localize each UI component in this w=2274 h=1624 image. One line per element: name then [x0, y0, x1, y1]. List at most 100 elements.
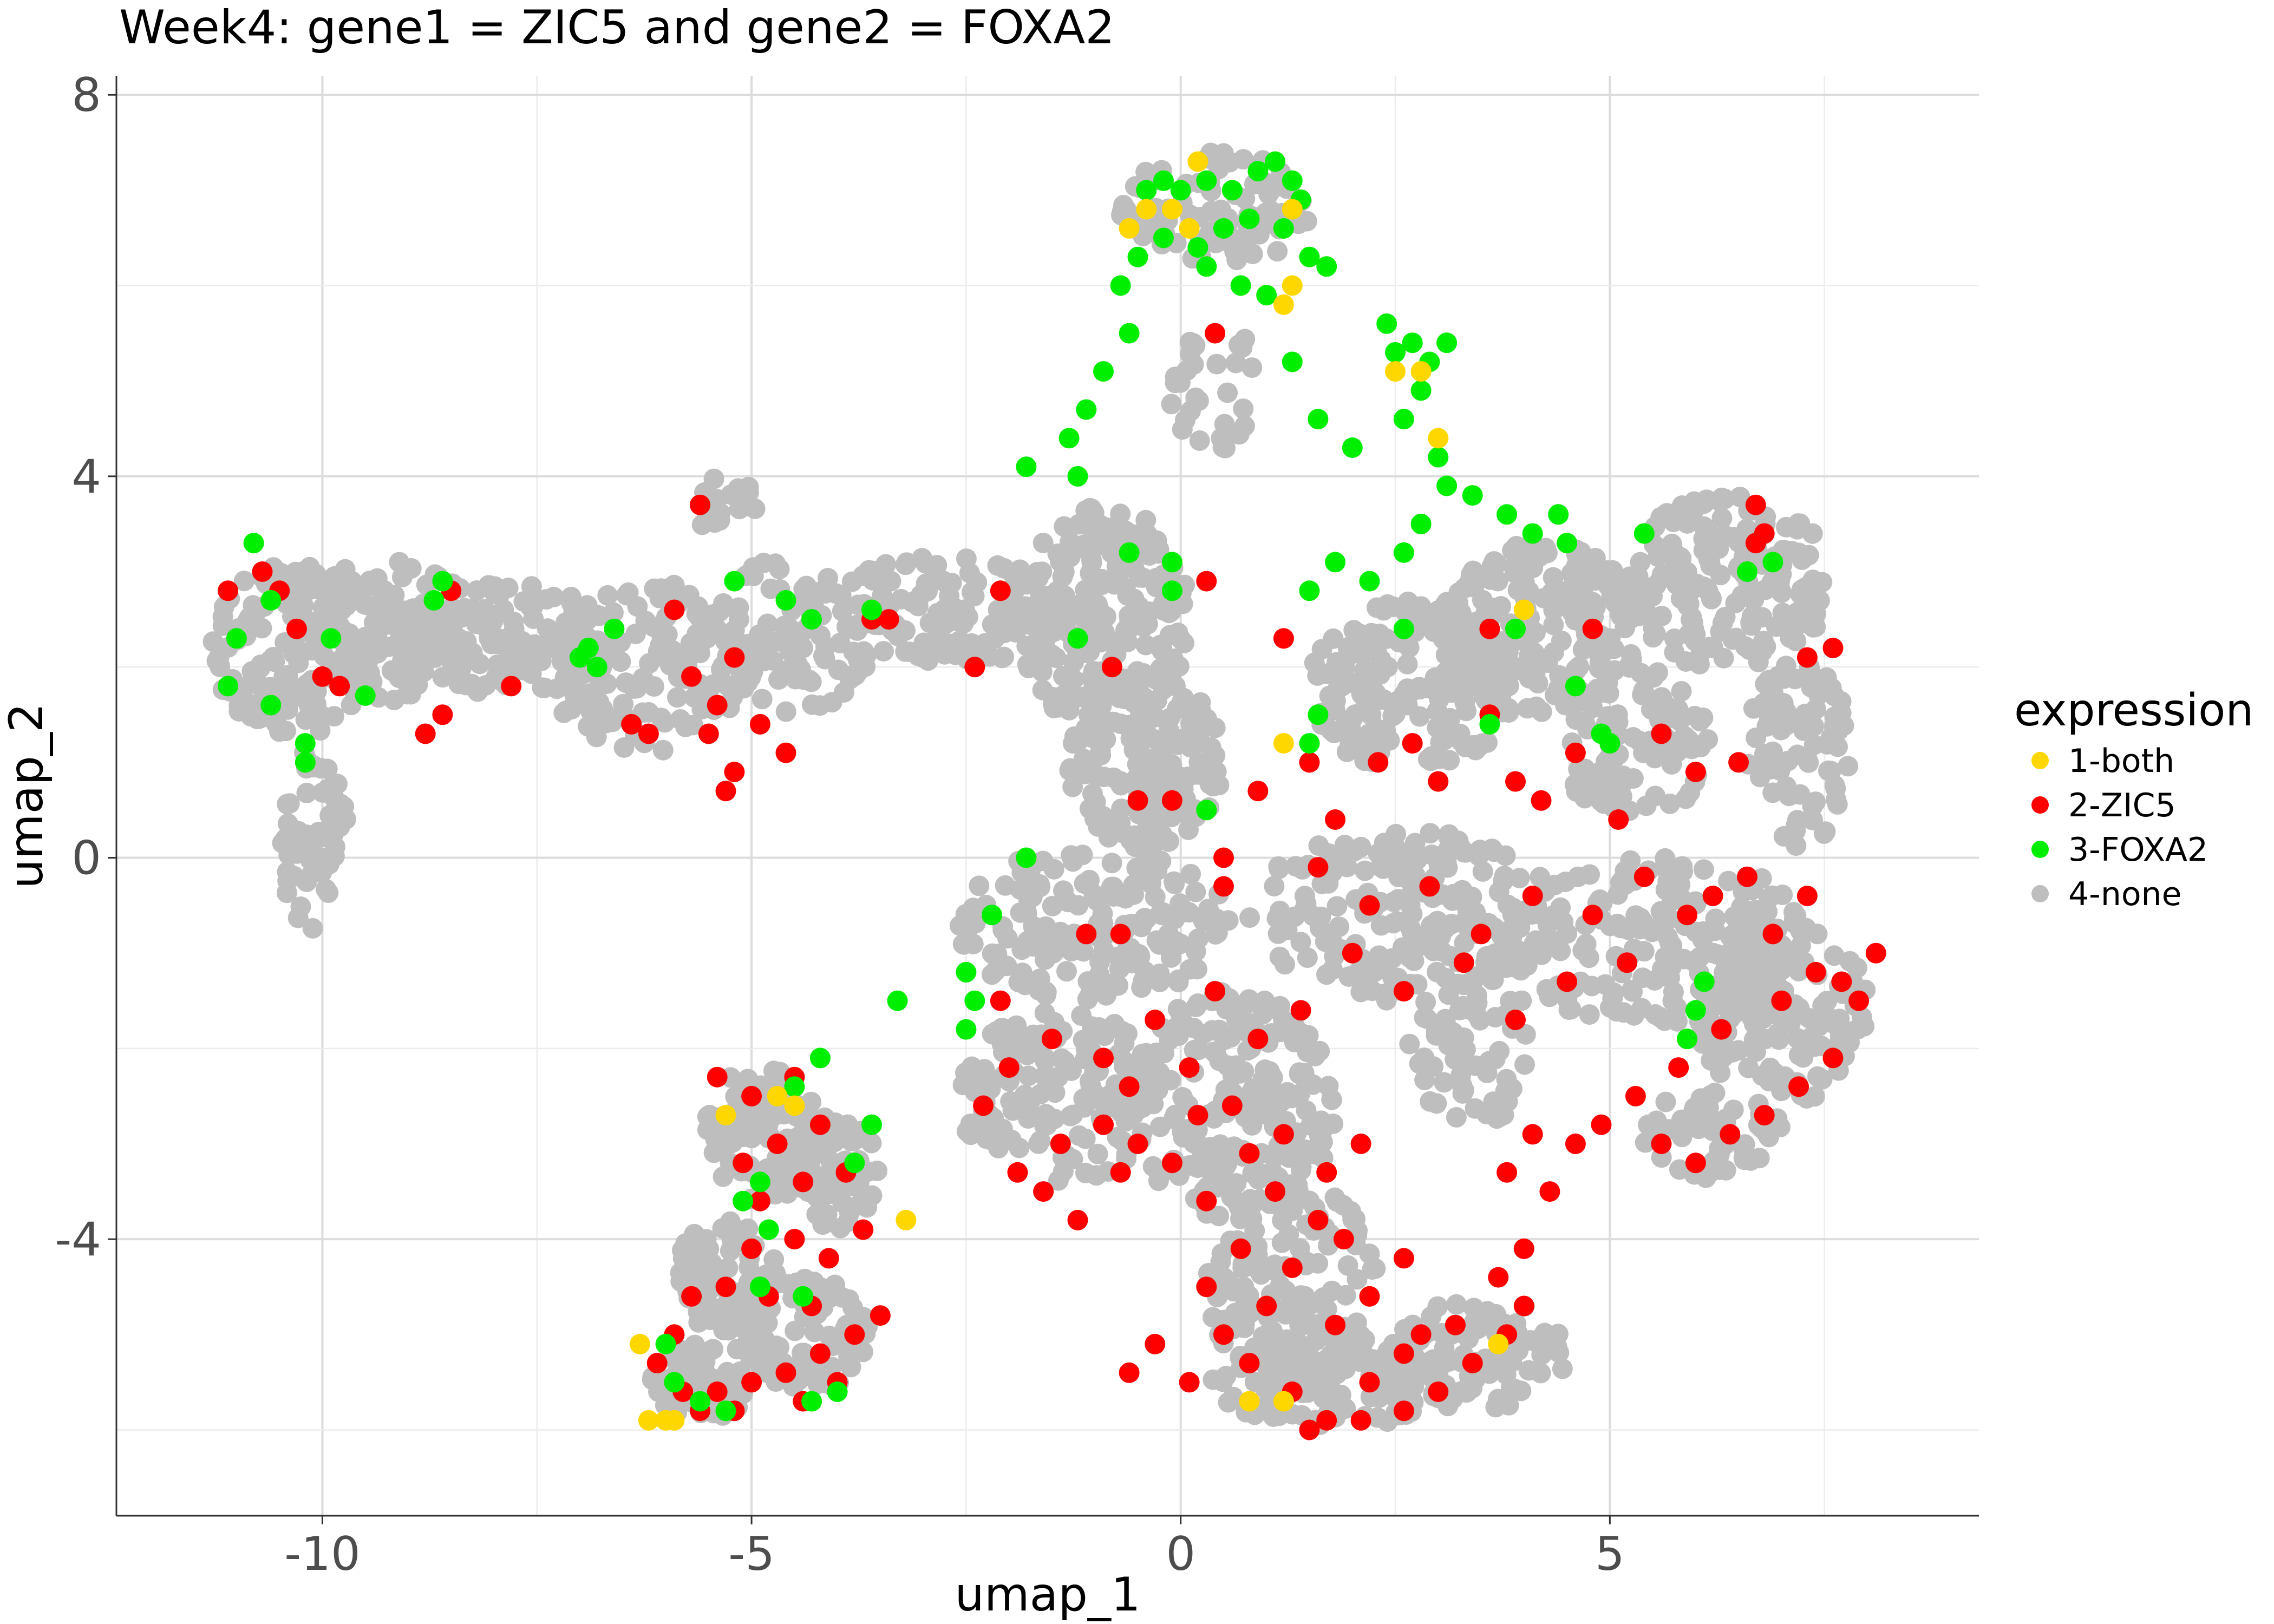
point-4-none — [1651, 605, 1672, 626]
point-4-none — [1238, 1286, 1259, 1307]
point-4-none — [1035, 1050, 1056, 1071]
point-4-none — [1683, 1101, 1704, 1122]
point-2-ZIC5 — [1325, 1314, 1346, 1335]
point-4-none — [1233, 149, 1254, 170]
point-4-none — [1486, 1108, 1507, 1129]
point-4-none — [1239, 907, 1260, 928]
point-3-FOXA2 — [1213, 218, 1234, 239]
point-4-none — [1403, 1373, 1424, 1394]
point-2-ZIC5 — [1488, 1267, 1509, 1288]
point-4-none — [839, 669, 860, 690]
point-2-ZIC5 — [698, 723, 719, 744]
point-4-none — [613, 693, 634, 715]
point-4-none — [953, 934, 974, 955]
point-4-none — [1173, 687, 1194, 709]
point-2-ZIC5 — [1754, 1105, 1775, 1126]
point-4-none — [602, 711, 623, 732]
point-2-ZIC5 — [964, 657, 985, 678]
point-4-none — [1095, 729, 1116, 750]
point-4-none — [323, 579, 344, 600]
point-4-none — [1802, 809, 1823, 830]
point-4-none — [1541, 584, 1563, 605]
point-4-none — [806, 1186, 827, 1207]
point-3-FOXA2 — [243, 533, 264, 554]
point-4-none — [597, 585, 618, 606]
point-2-ZIC5 — [681, 666, 702, 687]
point-4-none — [1508, 537, 1530, 558]
point-4-none — [1612, 772, 1633, 794]
point-4-none — [1595, 974, 1616, 995]
point-4-none — [247, 709, 268, 730]
point-4-none — [1788, 961, 1809, 981]
point-4-none — [916, 573, 937, 594]
point-4-none — [1798, 545, 1819, 566]
point-4-none — [1055, 585, 1075, 606]
point-3-FOXA2 — [1342, 437, 1363, 458]
point-2-ZIC5 — [1625, 1085, 1646, 1106]
point-2-ZIC5 — [1497, 1162, 1518, 1183]
point-2-ZIC5 — [1093, 1047, 1114, 1069]
point-4-none — [1762, 941, 1783, 962]
point-4-none — [850, 1341, 871, 1362]
point-4-none — [1485, 1397, 1506, 1418]
point-4-none — [651, 708, 671, 729]
point-4-none — [1762, 885, 1783, 906]
point-4-none — [757, 1363, 778, 1384]
point-4-none — [1144, 798, 1165, 819]
point-4-none — [1548, 678, 1569, 699]
point-4-none — [1747, 638, 1767, 659]
point-4-none — [809, 581, 831, 603]
point-4-none — [1160, 1070, 1181, 1091]
point-4-none — [1131, 916, 1152, 938]
point-2-ZIC5 — [1145, 1010, 1166, 1030]
point-4-none — [655, 630, 676, 651]
point-4-none — [1458, 1328, 1479, 1349]
point-4-none — [713, 593, 734, 614]
point-4-none — [1688, 1118, 1709, 1140]
point-4-none — [907, 645, 929, 666]
point-4-none — [1284, 1138, 1305, 1159]
point-4-none — [1047, 543, 1068, 564]
point-3-FOXA2 — [801, 1391, 822, 1412]
point-2-ZIC5 — [1796, 886, 1818, 906]
point-3-FOXA2 — [260, 590, 282, 611]
point-4-none — [1616, 571, 1637, 592]
point-3-FOXA2 — [1161, 580, 1182, 601]
point-4-none — [1190, 692, 1211, 713]
point-4-none — [832, 1193, 853, 1213]
point-3-FOXA2 — [1462, 485, 1483, 506]
point-4-none — [1110, 812, 1131, 833]
point-4-none — [1652, 707, 1674, 728]
point-3-FOXA2 — [827, 1381, 848, 1402]
point-4-none — [466, 613, 487, 634]
point-4-none — [1314, 1372, 1335, 1393]
point-2-ZIC5 — [1582, 905, 1603, 926]
point-4-none — [1325, 699, 1346, 721]
point-4-none — [1081, 552, 1102, 573]
point-4-none — [324, 836, 345, 857]
point-4-none — [753, 553, 774, 573]
point-4-none — [1152, 824, 1173, 846]
point-4-none — [1479, 1363, 1500, 1384]
point-4-none — [521, 663, 542, 684]
point-2-ZIC5 — [809, 1343, 831, 1364]
point-4-none — [1790, 921, 1811, 942]
point-4-none — [484, 576, 505, 597]
point-4-none — [1222, 1065, 1243, 1086]
point-4-none — [1110, 771, 1131, 792]
point-4-none — [1825, 778, 1846, 799]
point-4-none — [1165, 1104, 1186, 1125]
point-4-none — [510, 632, 531, 653]
point-3-FOXA2 — [1410, 380, 1432, 401]
point-4-none — [228, 695, 250, 716]
point-2-ZIC5 — [1316, 1410, 1337, 1431]
point-4-none — [1120, 829, 1141, 850]
point-1-both — [1239, 1391, 1260, 1412]
point-4-none — [785, 1320, 806, 1341]
point-2-ZIC5 — [1033, 1181, 1054, 1202]
point-4-none — [1114, 558, 1135, 579]
point-4-none — [838, 1212, 858, 1233]
point-4-none — [1347, 1269, 1368, 1290]
point-2-ZIC5 — [1196, 571, 1217, 592]
point-4-none — [1546, 1336, 1567, 1357]
